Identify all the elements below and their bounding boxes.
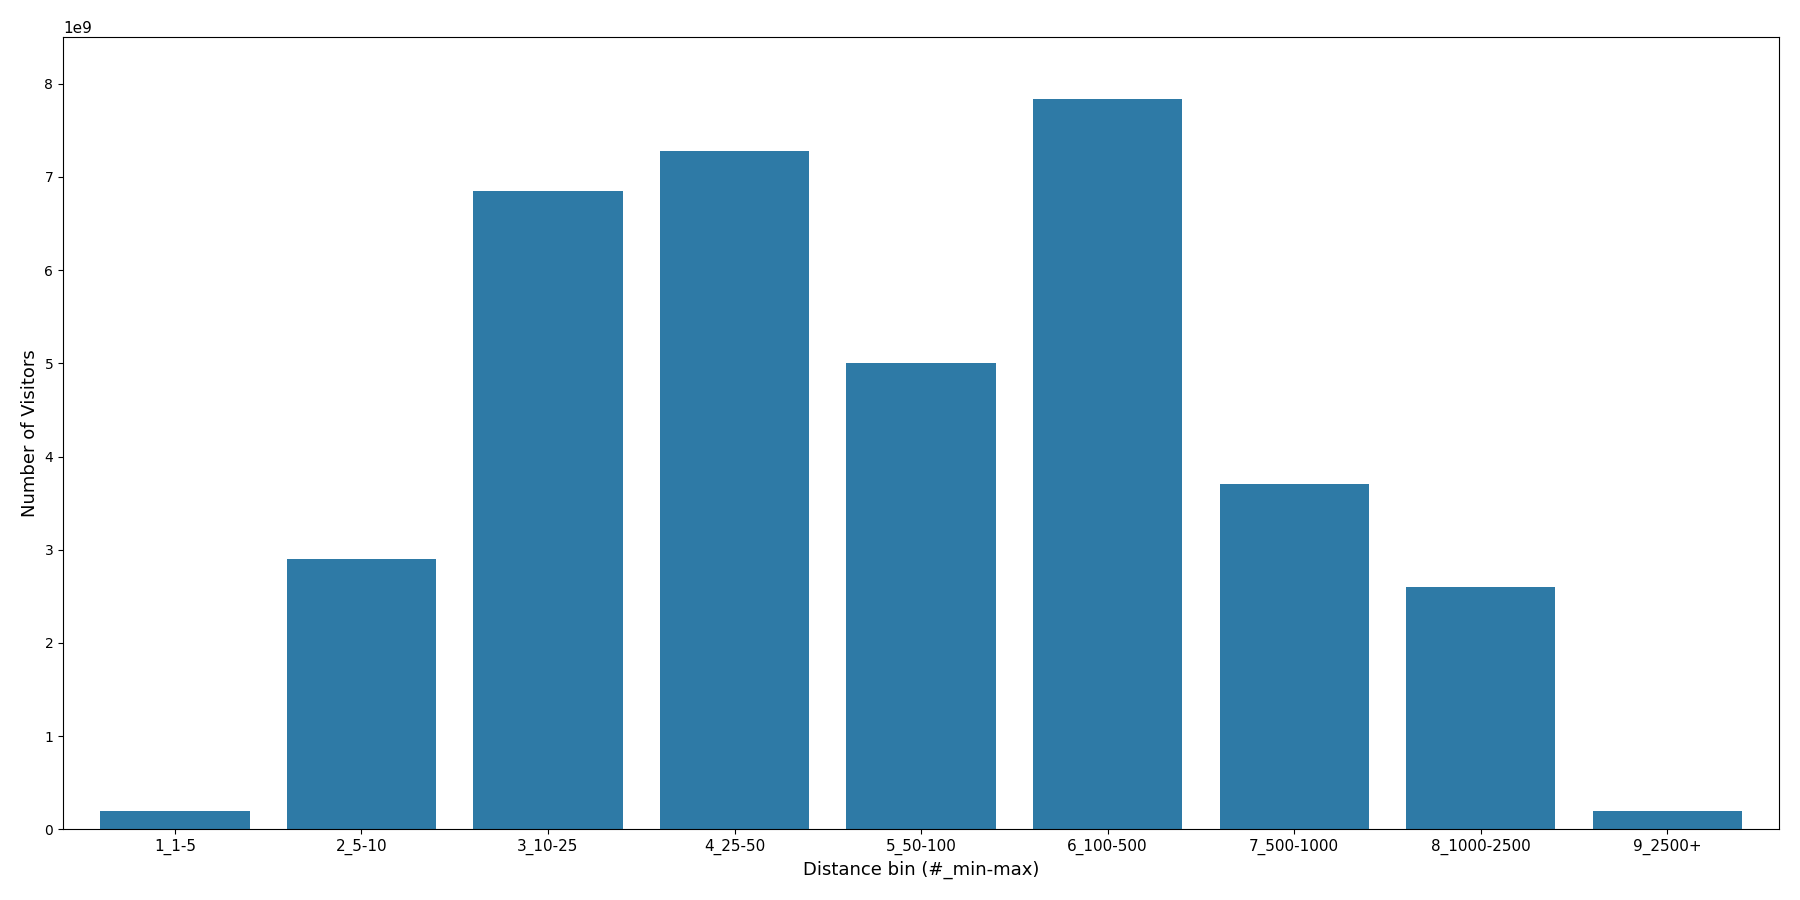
Bar — [286, 559, 436, 830]
Bar — [1593, 811, 1742, 830]
X-axis label: Distance bin (#_min-max): Distance bin (#_min-max) — [803, 861, 1039, 879]
Bar — [1033, 100, 1183, 830]
Bar — [1406, 587, 1555, 830]
Bar — [101, 811, 250, 830]
Y-axis label: Number of Visitors: Number of Visitors — [22, 349, 40, 518]
Bar — [473, 191, 623, 830]
Bar — [661, 150, 810, 830]
Bar — [1220, 484, 1368, 830]
Bar — [846, 364, 995, 830]
